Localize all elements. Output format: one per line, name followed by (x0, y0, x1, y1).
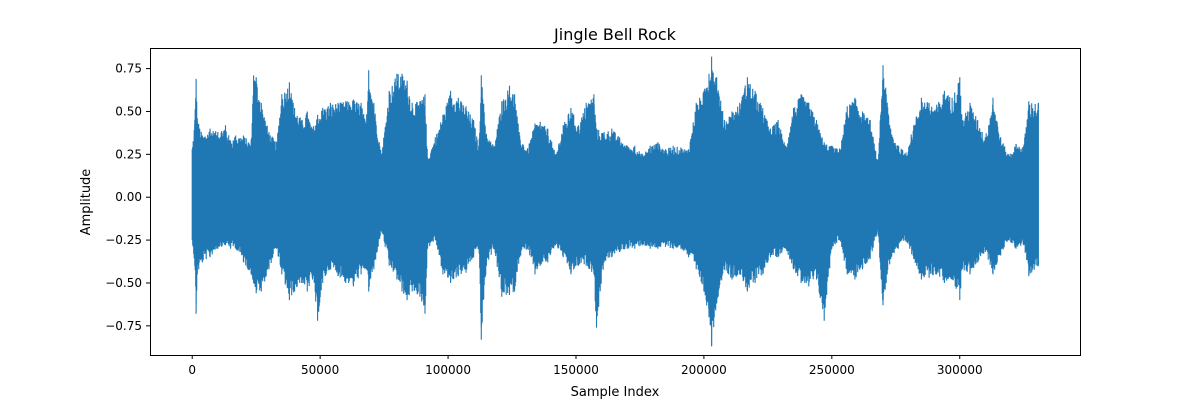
x-tick-label: 150000 (553, 363, 599, 377)
plot-area (191, 56, 1039, 347)
x-axis: 0 50000 100000 150000 200000 250000 300000 (188, 355, 983, 377)
y-tick-label: −0.75 (105, 319, 142, 333)
x-tick-label: 300000 (937, 363, 983, 377)
y-tick-label: −0.25 (105, 233, 142, 247)
y-tick-label: −0.50 (105, 276, 142, 290)
x-tick-label: 100000 (425, 363, 471, 377)
y-tick-label: 0.50 (115, 104, 142, 118)
x-tick-label: 50000 (301, 363, 339, 377)
x-tick-label: 200000 (681, 363, 727, 377)
y-tick-label: 0.00 (115, 190, 142, 204)
plot-frame (150, 48, 1081, 356)
waveform-series-line (191, 56, 1039, 347)
y-axis-label: Amplitude (79, 169, 94, 236)
x-tick-label: 0 (188, 363, 196, 377)
x-axis-label: Sample Index (571, 385, 660, 400)
chart-title: Jingle Bell Rock (553, 25, 677, 44)
y-tick-label: 0.75 (115, 62, 142, 76)
y-tick-label: 0.25 (115, 147, 142, 161)
y-axis: −0.75 −0.50 −0.25 0.00 0.25 0.50 0.75 (105, 62, 150, 333)
x-tick-label: 250000 (809, 363, 855, 377)
